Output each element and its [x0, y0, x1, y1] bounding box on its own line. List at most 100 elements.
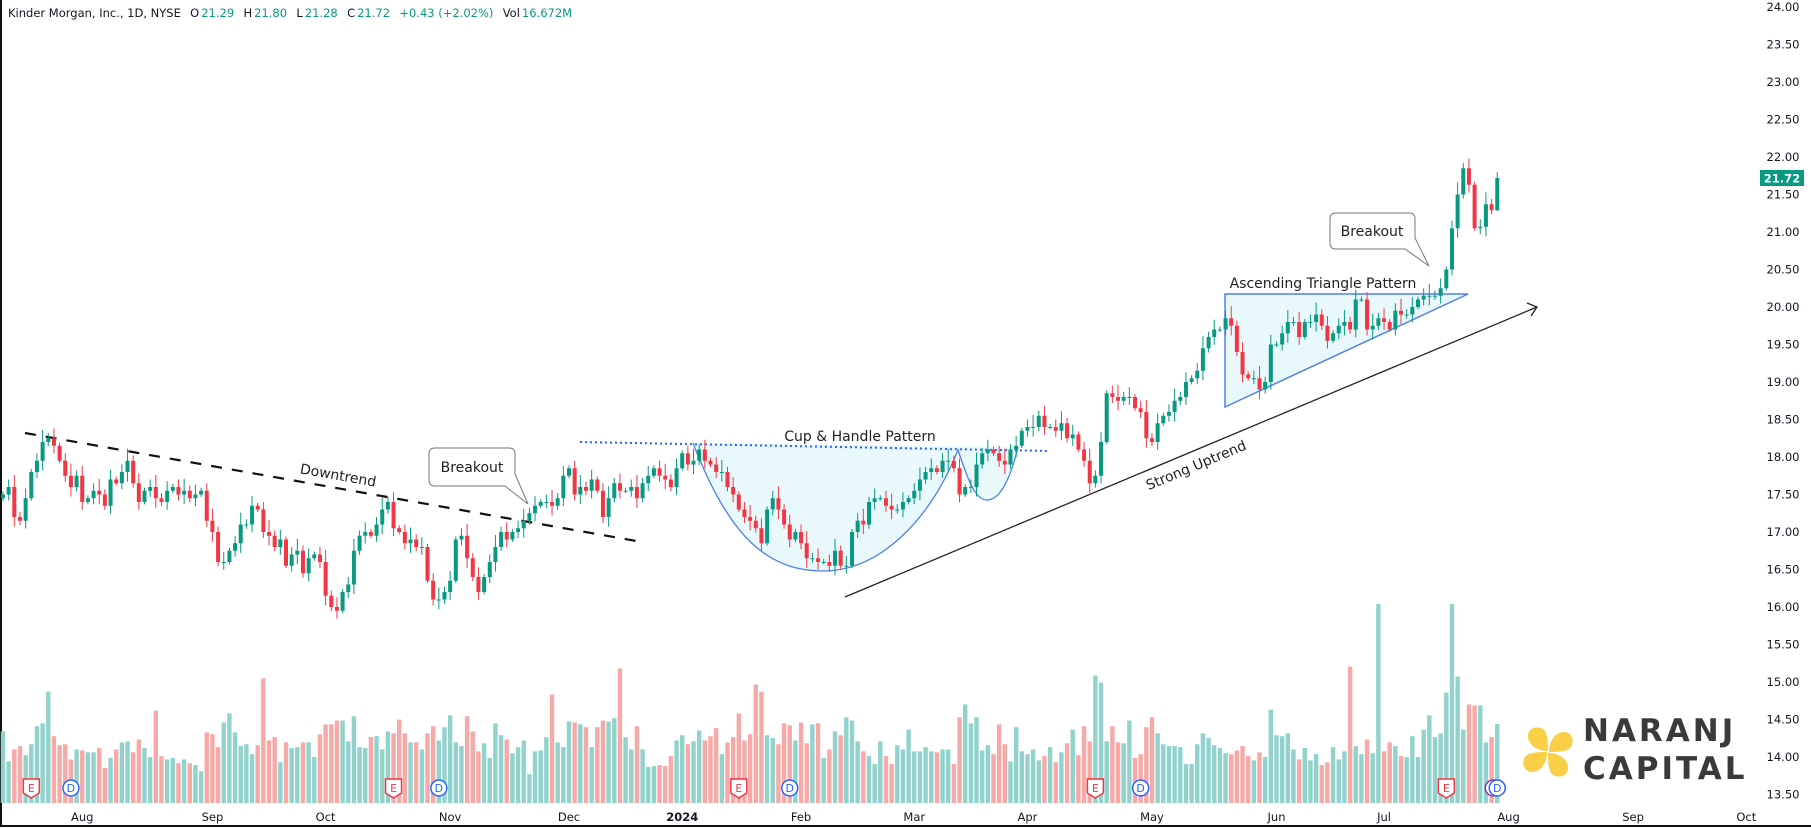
candle: [1025, 419, 1030, 437]
candle: [963, 484, 968, 497]
dividend-marker[interactable]: D: [780, 779, 799, 797]
candle-body: [776, 498, 781, 510]
volume-bar: [1359, 754, 1364, 803]
candle: [600, 483, 605, 523]
candle: [12, 475, 17, 527]
volume-bar: [227, 713, 232, 803]
candle-body: [957, 468, 962, 495]
volume-bar: [713, 728, 719, 803]
volume-bar: [629, 749, 634, 803]
volume-bar: [810, 724, 815, 803]
candle-body: [119, 472, 124, 484]
volume-bar: [261, 678, 266, 803]
volume-bar: [1370, 753, 1375, 803]
candle-body: [233, 543, 238, 551]
earnings-marker[interactable]: E: [384, 778, 403, 799]
volume-bar: [1178, 747, 1183, 803]
volume-bar: [708, 736, 713, 803]
candle: [782, 504, 787, 529]
earnings-marker[interactable]: E: [22, 778, 41, 799]
candle-body: [108, 479, 113, 506]
dividend-marker[interactable]: D: [1131, 779, 1150, 797]
candle-body: [436, 599, 441, 601]
volume-bar: [6, 761, 11, 803]
volume-bar: [1008, 761, 1013, 803]
candle-body: [1466, 168, 1471, 185]
time-axis[interactable]: Aug Sep Oct Nov Dec 2024 Feb Mar Apr May Jun Jul Aug…: [71, 810, 1757, 824]
volume-bar: [1166, 746, 1172, 803]
earnings-marker[interactable]: E: [1437, 778, 1456, 799]
candle-body: [1036, 415, 1041, 427]
candle-body: [244, 524, 249, 526]
dividend-letter: D: [435, 782, 443, 795]
candle-body: [651, 468, 656, 476]
volume-bar: [702, 740, 708, 803]
time-tick-label: Aug: [1497, 810, 1519, 824]
volume-bar: [651, 766, 657, 803]
candle: [567, 465, 571, 479]
price-tick-label: 22.50: [1767, 113, 1800, 127]
candle: [827, 554, 832, 572]
volume-bar: [923, 747, 928, 803]
candle-body: [680, 453, 685, 469]
candle-body: [493, 547, 498, 562]
candle-body: [499, 532, 504, 547]
volume-bar: [34, 726, 40, 803]
price-tick-label: 13.50: [1767, 788, 1800, 802]
volume-bar: [498, 735, 504, 803]
volume-bar: [719, 754, 725, 803]
candle: [295, 538, 300, 565]
candle: [1399, 298, 1404, 325]
price-axis[interactable]: 24.00 23.50 23.00 22.50 22.00 21.50 21.00 20.50…: [1767, 0, 1800, 802]
volume-bar: [606, 721, 611, 803]
candle: [487, 554, 492, 583]
candle-body: [1257, 378, 1262, 390]
candle: [1178, 391, 1183, 405]
candle-body: [538, 502, 543, 506]
candle-body: [929, 468, 934, 472]
candle: [923, 466, 928, 484]
volume-bar: [793, 740, 798, 803]
volume-bar: [1410, 736, 1415, 803]
candle-body: [1416, 299, 1420, 307]
volume-bar: [442, 727, 447, 803]
candle-body: [250, 505, 255, 525]
candle-body: [453, 539, 458, 581]
candle-body: [804, 543, 809, 559]
candle: [1189, 375, 1194, 385]
candle: [34, 453, 39, 478]
earnings-icon: [1437, 778, 1456, 799]
dividend-marker[interactable]: D: [62, 779, 80, 797]
candle: [1274, 341, 1279, 347]
candle: [1432, 290, 1437, 300]
candle-body: [1149, 438, 1154, 442]
candle-body: [1133, 397, 1137, 409]
candle-body: [917, 479, 922, 491]
candle: [736, 491, 741, 512]
volume-bar: [510, 753, 515, 803]
candle: [170, 484, 175, 494]
volume-bar: [425, 733, 430, 803]
earnings-marker[interactable]: E: [1086, 778, 1105, 799]
volume-bar: [1347, 666, 1353, 803]
volume-bar: [1376, 603, 1381, 803]
candle-body: [459, 535, 464, 540]
candle-body: [1161, 415, 1166, 424]
candle-body: [448, 580, 453, 592]
volume-bar: [29, 744, 34, 803]
price-tick-label: 16.00: [1767, 600, 1800, 614]
volume-bar: [419, 749, 425, 803]
volume-bar: [1313, 754, 1319, 803]
candle-body: [1370, 325, 1375, 330]
candle: [1291, 316, 1296, 327]
volume-bar: [464, 716, 470, 803]
breakout-callout-2: Breakout: [1329, 212, 1430, 267]
volume-bar: [776, 744, 781, 803]
earnings-marker[interactable]: E: [730, 778, 748, 799]
candle: [1449, 220, 1454, 276]
dividend-marker[interactable]: D: [1484, 779, 1506, 797]
candle: [1336, 318, 1341, 340]
candle: [861, 508, 866, 535]
dividend-marker[interactable]: D: [430, 779, 448, 797]
